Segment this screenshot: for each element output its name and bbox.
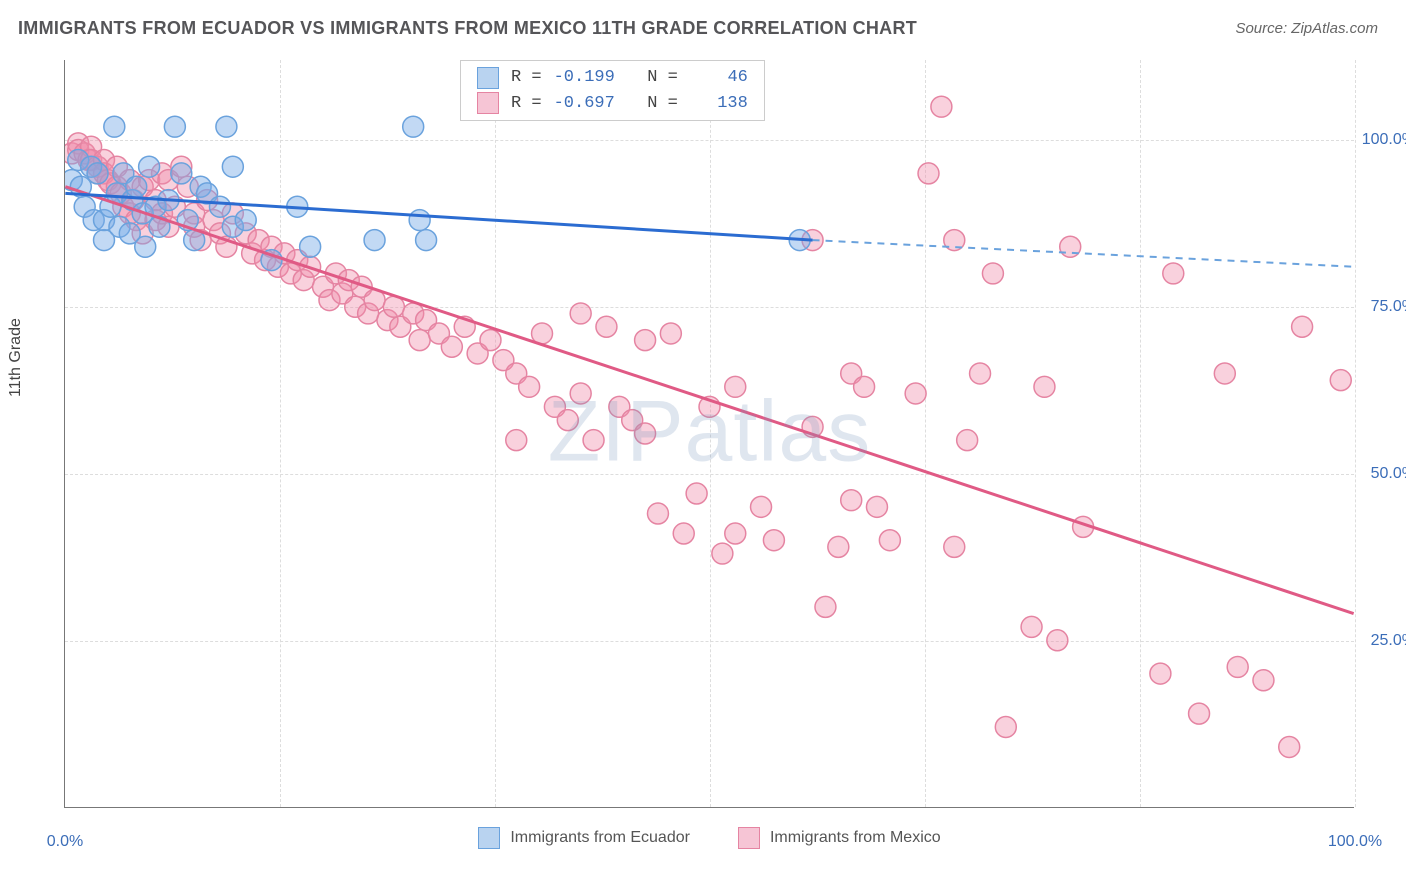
scatter-point — [1047, 630, 1068, 651]
chart-source: Source: ZipAtlas.com — [1235, 20, 1378, 37]
legend-swatch-ecuador — [478, 827, 500, 849]
swatch-ecuador — [477, 67, 499, 89]
scatter-point — [635, 423, 656, 444]
scatter-point — [712, 543, 733, 564]
scatter-point — [815, 596, 836, 617]
scatter-point — [506, 430, 527, 451]
scatter-point — [1214, 363, 1235, 384]
scatter-point — [841, 490, 862, 511]
scatter-point — [409, 210, 430, 231]
r-value-mexico: -0.697 — [554, 91, 615, 117]
n-label: N = — [627, 65, 678, 91]
legend-item-ecuador: Immigrants from Ecuador — [478, 827, 690, 849]
scatter-point — [300, 236, 321, 257]
scatter-svg — [65, 60, 1354, 807]
trend-line — [65, 187, 1353, 614]
scatter-point — [570, 383, 591, 404]
n-value-mexico: 138 — [690, 91, 748, 117]
scatter-point — [751, 496, 772, 517]
scatter-point — [557, 410, 578, 431]
r-label: R = — [511, 91, 542, 117]
chart-wrapper: 11th Grade ZIPatlas R = -0.199 N = 46 R … — [34, 48, 1386, 808]
r-value-ecuador: -0.199 — [554, 65, 615, 91]
r-label: R = — [511, 65, 542, 91]
scatter-point — [995, 716, 1016, 737]
scatter-point — [171, 163, 192, 184]
scatter-point — [1189, 703, 1210, 724]
scatter-point — [235, 210, 256, 231]
gridline-vertical — [1355, 60, 1356, 807]
plot-area: ZIPatlas R = -0.199 N = 46 R = -0.697 N … — [64, 60, 1354, 808]
scatter-point — [828, 536, 849, 557]
scatter-point — [970, 363, 991, 384]
y-tick-label: 25.0% — [1371, 632, 1406, 650]
scatter-point — [519, 376, 540, 397]
chart-title: IMMIGRANTS FROM ECUADOR VS IMMIGRANTS FR… — [18, 18, 917, 39]
x-tick-label-left: 0.0% — [47, 833, 83, 851]
scatter-point — [104, 116, 125, 137]
scatter-point — [866, 496, 887, 517]
scatter-point — [944, 536, 965, 557]
x-tick-label-right: 100.0% — [1328, 833, 1382, 851]
legend-label-mexico: Immigrants from Mexico — [770, 829, 941, 847]
scatter-point — [583, 430, 604, 451]
scatter-point — [647, 503, 668, 524]
scatter-point — [596, 316, 617, 337]
correlation-legend: R = -0.199 N = 46 R = -0.697 N = 138 — [460, 60, 765, 121]
scatter-point — [854, 376, 875, 397]
scatter-point — [139, 156, 160, 177]
scatter-point — [1330, 370, 1351, 391]
scatter-point — [570, 303, 591, 324]
scatter-point — [1150, 663, 1171, 684]
y-tick-label: 75.0% — [1371, 298, 1406, 316]
scatter-point — [209, 196, 230, 217]
trend-line — [813, 240, 1354, 267]
scatter-point — [126, 176, 147, 197]
swatch-mexico — [477, 92, 499, 114]
legend-label-ecuador: Immigrants from Ecuador — [510, 829, 690, 847]
bottom-legend: Immigrants from Ecuador Immigrants from … — [65, 827, 1354, 849]
legend-item-mexico: Immigrants from Mexico — [738, 827, 941, 849]
scatter-point — [87, 163, 108, 184]
n-label: N = — [627, 91, 678, 117]
scatter-point — [1279, 736, 1300, 757]
scatter-point — [686, 483, 707, 504]
scatter-point — [879, 530, 900, 551]
scatter-point — [216, 116, 237, 137]
scatter-point — [416, 230, 437, 251]
scatter-point — [164, 116, 185, 137]
correlation-row-ecuador: R = -0.199 N = 46 — [477, 65, 748, 91]
scatter-point — [635, 330, 656, 351]
scatter-point — [982, 263, 1003, 284]
scatter-point — [725, 523, 746, 544]
scatter-point — [1227, 656, 1248, 677]
scatter-point — [403, 116, 424, 137]
y-axis-label: 11th Grade — [7, 318, 25, 397]
scatter-point — [1292, 316, 1313, 337]
scatter-point — [222, 156, 243, 177]
scatter-point — [135, 236, 156, 257]
y-tick-label: 100.0% — [1362, 131, 1406, 149]
scatter-point — [1034, 376, 1055, 397]
scatter-point — [1163, 263, 1184, 284]
scatter-point — [725, 376, 746, 397]
n-value-ecuador: 46 — [690, 65, 748, 91]
scatter-point — [905, 383, 926, 404]
scatter-point — [918, 163, 939, 184]
scatter-point — [660, 323, 681, 344]
y-tick-label: 50.0% — [1371, 465, 1406, 483]
scatter-point — [441, 336, 462, 357]
scatter-point — [480, 330, 501, 351]
scatter-point — [763, 530, 784, 551]
scatter-point — [931, 96, 952, 117]
scatter-point — [673, 523, 694, 544]
scatter-point — [409, 330, 430, 351]
scatter-point — [1253, 670, 1274, 691]
correlation-row-mexico: R = -0.697 N = 138 — [477, 91, 748, 117]
legend-swatch-mexico — [738, 827, 760, 849]
scatter-point — [1021, 616, 1042, 637]
scatter-point — [364, 230, 385, 251]
scatter-point — [957, 430, 978, 451]
